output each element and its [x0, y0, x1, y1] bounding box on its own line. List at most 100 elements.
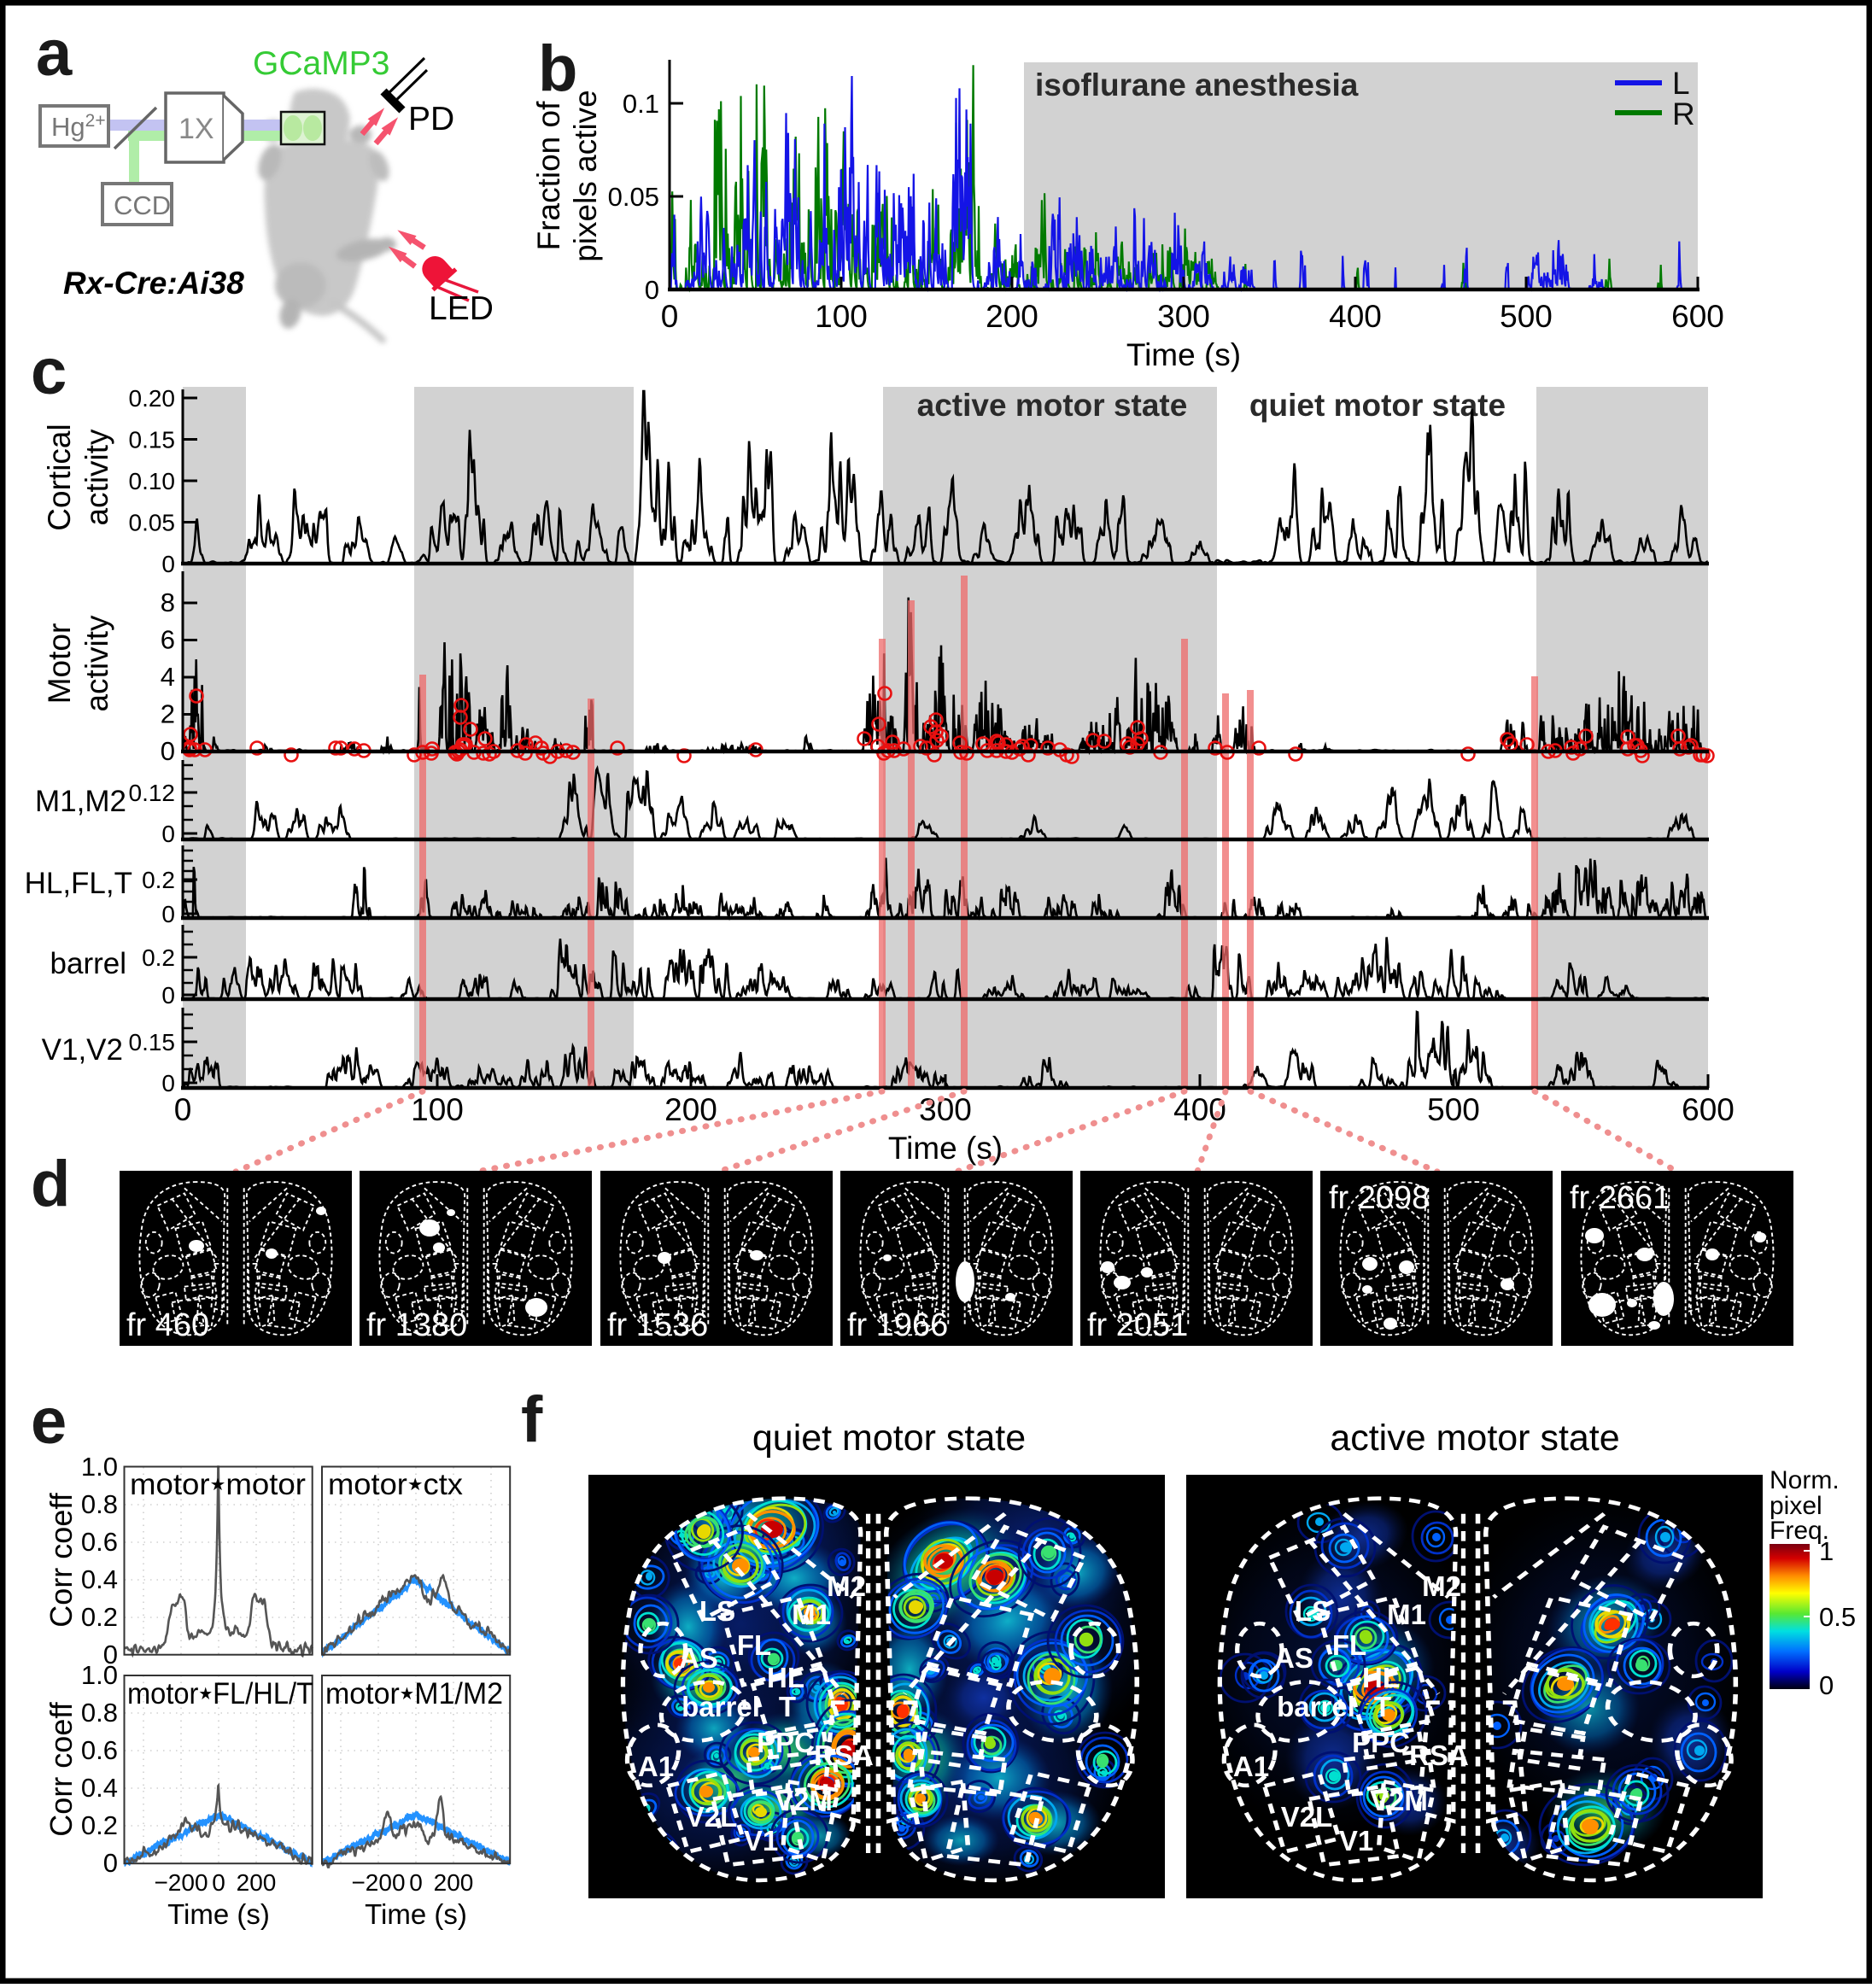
svg-text:a: a — [36, 17, 73, 90]
svg-text:M2: M2 — [827, 1570, 866, 1602]
svg-text:8: 8 — [161, 588, 175, 617]
svg-text:0: 0 — [161, 821, 175, 847]
svg-text:M2: M2 — [1422, 1570, 1461, 1602]
svg-text:200: 200 — [434, 1869, 474, 1896]
svg-text:0: 0 — [103, 1848, 118, 1878]
svg-text:0.2: 0.2 — [81, 1602, 118, 1632]
svg-text:0: 0 — [174, 1092, 192, 1127]
svg-text:0.4: 0.4 — [81, 1773, 118, 1803]
svg-text:f: f — [521, 1383, 543, 1456]
svg-text:M1,M2: M1,M2 — [35, 785, 126, 818]
svg-text:1: 1 — [1819, 1536, 1834, 1566]
svg-text:quiet motor state: quiet motor state — [752, 1418, 1026, 1459]
svg-text:HL,FL,T: HL,FL,T — [25, 867, 132, 900]
svg-text:barrel: barrel — [50, 947, 126, 980]
svg-text:500: 500 — [1500, 299, 1553, 334]
svg-text:A1: A1 — [638, 1751, 674, 1782]
svg-text:GCaMP3: GCaMP3 — [253, 45, 389, 82]
svg-text:fr 2661: fr 2661 — [1570, 1180, 1670, 1216]
svg-text:L: L — [1672, 66, 1690, 101]
svg-text:100: 100 — [411, 1092, 464, 1127]
svg-text:PD: PD — [408, 101, 454, 137]
svg-text:AS: AS — [679, 1642, 718, 1674]
svg-text:0: 0 — [161, 982, 175, 1009]
svg-text:0: 0 — [161, 736, 175, 766]
svg-text:Freq.: Freq. — [1770, 1517, 1829, 1545]
svg-text:0.10: 0.10 — [129, 468, 176, 494]
svg-text:barrel: barrel — [1277, 1691, 1355, 1722]
svg-text:V1,V2: V1,V2 — [42, 1033, 123, 1067]
svg-text:0: 0 — [409, 1869, 423, 1896]
svg-text:quiet motor state: quiet motor state — [1249, 388, 1506, 423]
svg-text:CCD: CCD — [114, 190, 171, 220]
svg-text:fr 460: fr 460 — [126, 1307, 209, 1343]
svg-text:RSA: RSA — [814, 1740, 874, 1771]
svg-text:motor★FL/HL/T: motor★FL/HL/T — [127, 1677, 313, 1710]
svg-text:Corr coeff: Corr coeff — [44, 1701, 79, 1836]
svg-text:Cortical: Cortical — [42, 424, 77, 530]
svg-text:0: 0 — [1819, 1670, 1834, 1700]
svg-text:Corr coeff: Corr coeff — [44, 1492, 79, 1627]
svg-text:0.8: 0.8 — [81, 1489, 118, 1519]
svg-text:0: 0 — [161, 901, 175, 927]
svg-text:0.2: 0.2 — [142, 944, 175, 971]
svg-text:200: 200 — [986, 299, 1038, 334]
svg-text:100: 100 — [815, 299, 868, 334]
svg-text:0: 0 — [161, 1070, 175, 1096]
svg-text:300: 300 — [919, 1092, 972, 1127]
svg-text:LS: LS — [1295, 1595, 1331, 1627]
svg-text:1X: 1X — [178, 113, 214, 145]
svg-text:200: 200 — [664, 1092, 717, 1127]
svg-text:200: 200 — [237, 1869, 277, 1896]
svg-text:0: 0 — [645, 275, 659, 305]
svg-text:active motor state: active motor state — [1330, 1418, 1619, 1459]
svg-text:active motor state: active motor state — [917, 388, 1188, 423]
svg-text:T: T — [1374, 1691, 1391, 1722]
svg-text:RSA: RSA — [1409, 1740, 1469, 1771]
svg-text:c: c — [31, 336, 67, 408]
svg-text:0.2: 0.2 — [81, 1810, 118, 1840]
svg-text:0.15: 0.15 — [129, 1029, 176, 1055]
svg-text:0.6: 0.6 — [81, 1735, 118, 1765]
svg-text:V2M: V2M — [1370, 1785, 1428, 1816]
svg-text:Fraction of: Fraction of — [531, 101, 566, 251]
svg-text:V1: V1 — [1339, 1825, 1373, 1856]
svg-text:fr 1536: fr 1536 — [607, 1307, 708, 1343]
svg-text:4: 4 — [161, 662, 175, 692]
svg-text:0.05: 0.05 — [608, 182, 659, 212]
svg-text:2: 2 — [161, 699, 175, 729]
svg-text:A1: A1 — [1233, 1751, 1269, 1782]
svg-text:300: 300 — [1157, 299, 1210, 334]
svg-text:b: b — [538, 32, 577, 105]
svg-text:1.0: 1.0 — [81, 1660, 118, 1690]
svg-text:V2L: V2L — [1281, 1801, 1333, 1833]
svg-text:0: 0 — [661, 299, 679, 334]
svg-text:PPC: PPC — [1352, 1727, 1410, 1758]
svg-text:Time (s): Time (s) — [1126, 337, 1241, 372]
svg-text:0.2: 0.2 — [142, 867, 175, 893]
svg-text:400: 400 — [1173, 1092, 1226, 1127]
svg-text:0: 0 — [161, 551, 175, 577]
svg-text:d: d — [31, 1148, 70, 1220]
svg-text:Norm.: Norm. — [1770, 1466, 1840, 1494]
svg-text:0.20: 0.20 — [129, 385, 176, 412]
svg-text:V2L: V2L — [686, 1801, 738, 1833]
svg-text:Motor: Motor — [42, 623, 77, 705]
svg-text:barrel: barrel — [682, 1691, 760, 1722]
svg-text:Time (s): Time (s) — [365, 1898, 467, 1930]
svg-text:Time (s): Time (s) — [888, 1131, 1003, 1166]
svg-text:6: 6 — [161, 625, 175, 655]
svg-text:Time (s): Time (s) — [167, 1898, 270, 1930]
svg-text:fr 1966: fr 1966 — [847, 1307, 948, 1343]
svg-text:HL: HL — [1362, 1662, 1400, 1693]
svg-text:PPC: PPC — [757, 1727, 815, 1758]
svg-text:1.0: 1.0 — [81, 1452, 118, 1482]
svg-text:500: 500 — [1427, 1092, 1480, 1127]
svg-text:LS: LS — [699, 1595, 735, 1627]
svg-text:M1: M1 — [792, 1599, 831, 1630]
svg-text:fr 1380: fr 1380 — [366, 1307, 467, 1343]
svg-text:R: R — [1672, 96, 1695, 132]
svg-text:0.1: 0.1 — [623, 89, 659, 119]
svg-text:0: 0 — [103, 1640, 118, 1669]
svg-text:V2M: V2M — [775, 1785, 833, 1816]
